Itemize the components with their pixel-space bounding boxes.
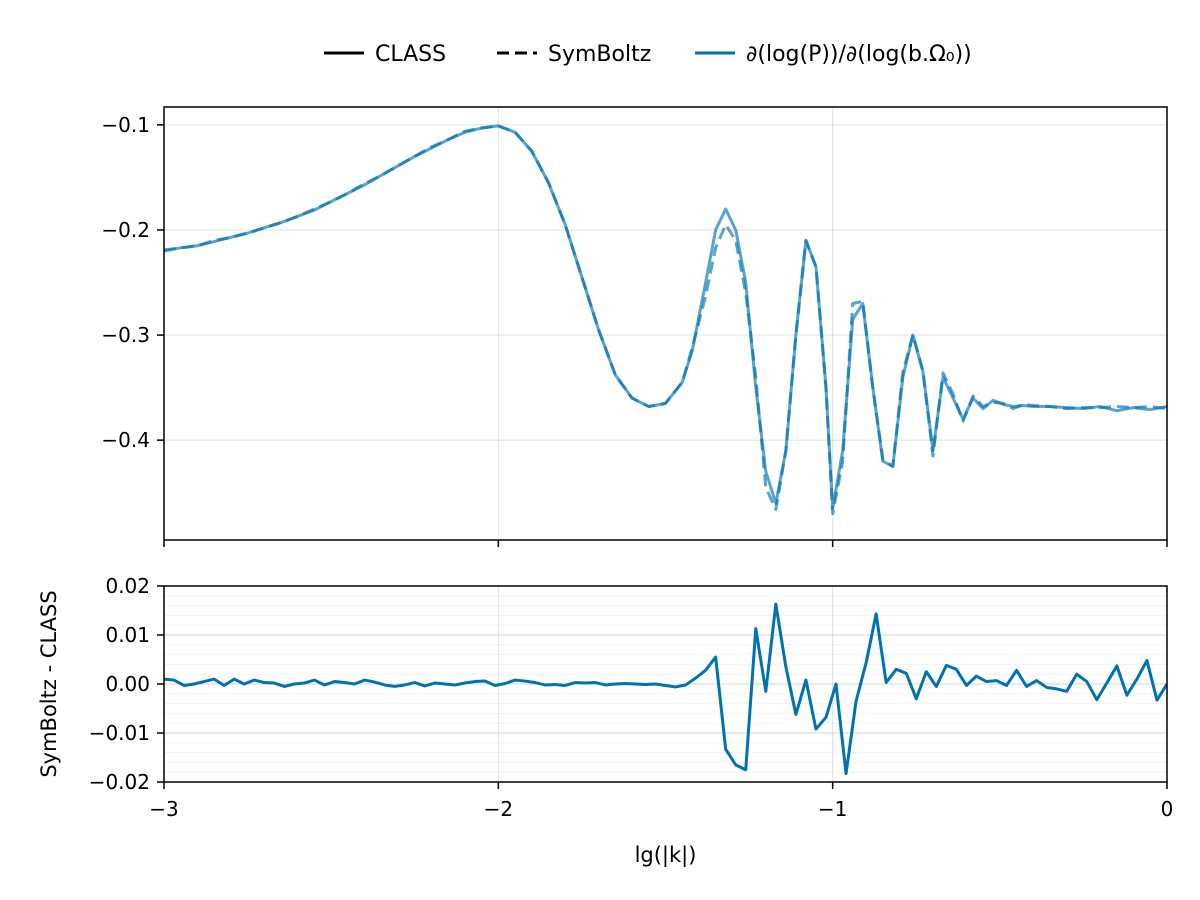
y-tick-label: −0.02	[89, 770, 150, 794]
y-tick-label: −0.1	[101, 113, 150, 137]
legend: CLASS SymBoltz ∂(log(P))/∂(log(b.Ω₀))	[324, 42, 972, 67]
y-tick-label: 0.02	[105, 574, 150, 598]
y-tick-label: 0.01	[105, 623, 150, 647]
legend-label: ∂(log(P))/∂(log(b.Ω₀))	[746, 42, 972, 67]
x-tick-label: −1	[818, 797, 847, 821]
x-axis-label: lg(|k|)	[635, 843, 697, 868]
y-tick-label: −0.01	[89, 721, 150, 745]
y-tick-label: 0.00	[105, 672, 150, 696]
y-tick-label: −0.3	[101, 323, 150, 347]
y-tick-label: −0.2	[101, 218, 150, 242]
x-tick-label: −3	[149, 797, 178, 821]
series-line-symboltz	[164, 124, 1167, 516]
series-line-difference	[164, 602, 1167, 776]
top-panel: −0.1 −0.2 −0.3 −0.4	[101, 106, 1168, 547]
series-group	[164, 124, 1167, 516]
x-tick-label: −2	[484, 797, 513, 821]
y-axis-label: SymBoltz - CLASS	[37, 590, 61, 777]
series-line-class	[164, 124, 1167, 510]
legend-item-2: SymBoltz	[497, 42, 651, 67]
legend-item-3: ∂(log(P))/∂(log(b.Ω₀))	[695, 42, 972, 67]
legend-item-1: CLASS	[324, 42, 446, 67]
bottom-panel: −3 −2 −1 0 0.02 0.01 0.00 −0.01 −0.02 lg(|k|) SymB…	[37, 574, 1173, 868]
series-group	[164, 602, 1167, 776]
legend-label: SymBoltz	[548, 42, 651, 67]
axes-frame	[163, 106, 1168, 541]
y-tick-label: −0.4	[101, 428, 150, 452]
x-tick-label: 0	[1161, 797, 1174, 821]
legend-label: CLASS	[375, 42, 446, 67]
